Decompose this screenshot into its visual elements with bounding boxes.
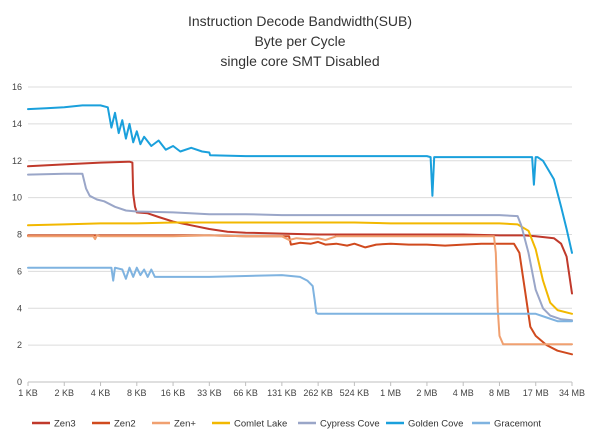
x-tick-label: 17 MB [523, 388, 549, 398]
legend-label: Golden Cove [408, 419, 463, 430]
legend-item-gracemont: Gracemont [472, 419, 541, 430]
series-line-gracemont [27, 266, 573, 323]
chart-title-line-3: single core SMT Disabled [220, 53, 379, 69]
legend-label: Cypress Cove [320, 419, 380, 430]
legend-item-zen2: Zen2 [92, 419, 136, 430]
y-tick-label: 6 [17, 266, 22, 276]
series-line-comlet-lake [27, 221, 573, 315]
y-tick-label: 2 [17, 340, 22, 350]
x-tick-label: 4 MB [453, 388, 474, 398]
x-tick-label: 4 KB [91, 388, 111, 398]
series-line-cypress-cove [27, 172, 573, 322]
x-tick-label: 524 KB [340, 388, 370, 398]
x-tick-label: 33 KB [197, 388, 222, 398]
x-tick-label: 8 KB [127, 388, 147, 398]
y-axis: 0 2 4 6 8 10 12 14 16 [12, 82, 22, 387]
chart-title-line-1: Instruction Decode Bandwidth(SUB) [188, 13, 412, 29]
x-tick-label: 262 KB [303, 388, 333, 398]
legend-label: Zen2 [114, 419, 136, 430]
x-tick-label: 16 KB [161, 388, 186, 398]
y-tick-label: 16 [12, 82, 22, 92]
chart-title-line-2: Byte per Cycle [254, 33, 345, 49]
legend: Zen3 Zen2 Zen+ Comlet Lake Cypress Cove Golde… [32, 419, 541, 430]
legend-item-zen+: Zen+ [152, 419, 196, 430]
legend-item-golden-cove: Golden Cove [386, 419, 463, 430]
legend-label: Gracemont [494, 419, 541, 430]
x-tick-label: 2 KB [55, 388, 75, 398]
legend-item-comlet-lake: Comlet Lake [212, 419, 287, 430]
legend-item-cypress-cove: Cypress Cove [298, 419, 380, 430]
y-tick-label: 14 [12, 119, 22, 129]
legend-label: Comlet Lake [234, 419, 287, 430]
x-tick-label: 2 MB [416, 388, 437, 398]
y-tick-label: 0 [17, 377, 22, 387]
y-tick-label: 4 [17, 303, 22, 313]
legend-label: Zen+ [174, 419, 196, 430]
x-tick-label: 66 KB [233, 388, 258, 398]
legend-item-zen3: Zen3 [32, 419, 76, 430]
y-tick-label: 10 [12, 193, 22, 203]
x-tick-label: 131 KB [267, 388, 297, 398]
y-tick-label: 8 [17, 230, 22, 240]
series-line-golden-cove [27, 104, 573, 254]
y-tick-label: 12 [12, 156, 22, 166]
x-axis: 1 KB 2 KB 4 KB 8 KB 16 KB 33 KB 66 KB 131 KB 262… [18, 381, 585, 398]
legend-label: Zen3 [54, 419, 76, 430]
x-tick-label: 1 MB [380, 388, 401, 398]
x-tick-label: 8 MB [489, 388, 510, 398]
series-line-zen+ [27, 234, 573, 346]
x-tick-label: 1 KB [18, 388, 38, 398]
x-tick-label: 34 MB [559, 388, 585, 398]
series-lines [27, 104, 573, 356]
